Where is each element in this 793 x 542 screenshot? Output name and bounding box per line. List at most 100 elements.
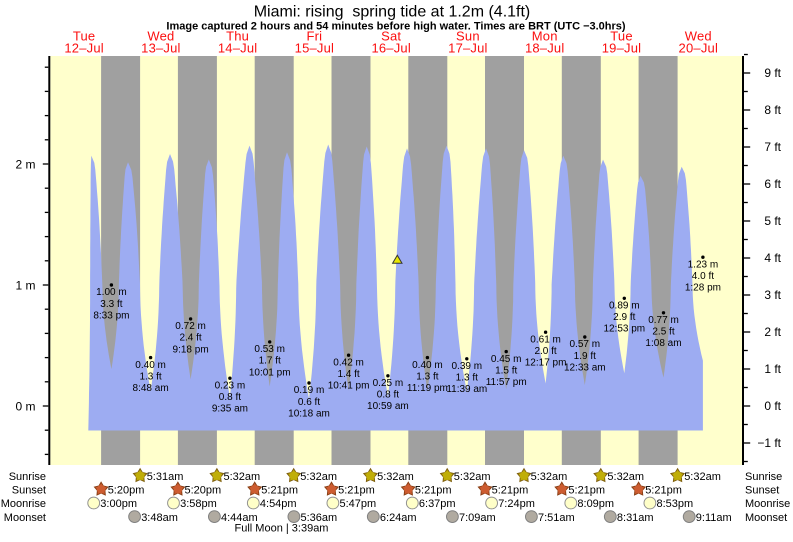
svg-text:0.77 m: 0.77 m bbox=[648, 315, 679, 326]
svg-text:5:20pm: 5:20pm bbox=[108, 484, 145, 496]
svg-text:9:11am: 9:11am bbox=[696, 512, 732, 524]
svg-text:5:32am: 5:32am bbox=[607, 471, 644, 483]
svg-text:5:32am: 5:32am bbox=[300, 471, 337, 483]
svg-text:2.5 ft: 2.5 ft bbox=[652, 327, 674, 338]
svg-text:Moonrise: Moonrise bbox=[745, 498, 790, 510]
svg-text:9:35 am: 9:35 am bbox=[212, 404, 248, 415]
svg-text:0.57 m: 0.57 m bbox=[570, 339, 601, 350]
svg-text:5:21pm: 5:21pm bbox=[568, 484, 605, 496]
svg-text:18–Jul: 18–Jul bbox=[525, 41, 565, 56]
svg-text:9:18 pm: 9:18 pm bbox=[173, 344, 209, 355]
svg-text:1.3 ft: 1.3 ft bbox=[456, 373, 478, 384]
svg-text:2.9 ft: 2.9 ft bbox=[613, 312, 635, 323]
svg-text:8:33 pm: 8:33 pm bbox=[93, 310, 129, 321]
svg-text:0.42 m: 0.42 m bbox=[333, 357, 364, 368]
svg-text:1.23 m: 1.23 m bbox=[688, 259, 719, 270]
svg-text:0 ft: 0 ft bbox=[764, 399, 781, 413]
svg-text:Full Moon | 3:39am: Full Moon | 3:39am bbox=[235, 523, 329, 535]
svg-text:Mon: Mon bbox=[532, 29, 558, 44]
svg-text:1:28 pm: 1:28 pm bbox=[685, 283, 721, 294]
svg-text:5 ft: 5 ft bbox=[764, 214, 781, 228]
svg-text:Thu: Thu bbox=[226, 29, 249, 44]
svg-text:Image captured 2 hours and 54: Image captured 2 hours and 54 minutes be… bbox=[166, 21, 626, 33]
svg-text:Moonset: Moonset bbox=[4, 512, 46, 524]
svg-text:0.61 m: 0.61 m bbox=[530, 334, 561, 345]
svg-text:8:53pm: 8:53pm bbox=[657, 498, 694, 510]
svg-text:Sat: Sat bbox=[381, 29, 401, 44]
svg-text:0.23 m: 0.23 m bbox=[215, 380, 246, 391]
svg-text:19–Jul: 19–Jul bbox=[602, 41, 642, 56]
svg-text:−1 ft: −1 ft bbox=[757, 436, 781, 450]
svg-text:12–Jul: 12–Jul bbox=[64, 41, 104, 56]
svg-text:0.72 m: 0.72 m bbox=[175, 321, 206, 332]
svg-text:15–Jul: 15–Jul bbox=[295, 41, 335, 56]
svg-text:3:00pm: 3:00pm bbox=[100, 498, 137, 510]
svg-text:0.19 m: 0.19 m bbox=[294, 385, 325, 396]
svg-text:5:32am: 5:32am bbox=[377, 471, 414, 483]
svg-text:Sunset: Sunset bbox=[745, 484, 779, 496]
svg-text:3:58pm: 3:58pm bbox=[180, 498, 217, 510]
svg-text:8:31am: 8:31am bbox=[617, 512, 654, 524]
svg-text:8:48 am: 8:48 am bbox=[133, 383, 169, 394]
svg-text:5:31am: 5:31am bbox=[147, 471, 184, 483]
svg-text:1 m: 1 m bbox=[15, 278, 35, 292]
svg-text:10:41 pm: 10:41 pm bbox=[328, 381, 370, 392]
svg-text:4 ft: 4 ft bbox=[764, 251, 781, 265]
svg-text:4:44am: 4:44am bbox=[221, 512, 258, 524]
svg-text:2.4 ft: 2.4 ft bbox=[179, 333, 201, 344]
svg-text:1 ft: 1 ft bbox=[764, 362, 781, 376]
svg-text:12:33 am: 12:33 am bbox=[564, 362, 606, 373]
svg-text:12:53 pm: 12:53 pm bbox=[603, 324, 645, 335]
svg-text:5:20pm: 5:20pm bbox=[185, 484, 222, 496]
svg-text:6 ft: 6 ft bbox=[764, 177, 781, 191]
svg-text:14–Jul: 14–Jul bbox=[218, 41, 258, 56]
svg-text:Moonset: Moonset bbox=[745, 512, 787, 524]
svg-text:1.4 ft: 1.4 ft bbox=[337, 369, 359, 380]
svg-text:5:21pm: 5:21pm bbox=[338, 484, 375, 496]
svg-text:5:21pm: 5:21pm bbox=[492, 484, 529, 496]
svg-text:12:17 pm: 12:17 pm bbox=[525, 358, 567, 369]
svg-text:20–Jul: 20–Jul bbox=[679, 41, 719, 56]
svg-text:13–Jul: 13–Jul bbox=[141, 41, 181, 56]
svg-text:11:19 pm: 11:19 pm bbox=[407, 383, 448, 394]
svg-text:4:54pm: 4:54pm bbox=[260, 498, 297, 510]
svg-text:10:01 pm: 10:01 pm bbox=[249, 367, 291, 378]
svg-text:1.3 ft: 1.3 ft bbox=[139, 371, 161, 382]
svg-text:16–Jul: 16–Jul bbox=[371, 41, 411, 56]
svg-text:7 ft: 7 ft bbox=[764, 140, 781, 154]
svg-text:0.40 m: 0.40 m bbox=[412, 360, 443, 371]
svg-text:0.45 m: 0.45 m bbox=[491, 354, 522, 365]
svg-text:1.3 ft: 1.3 ft bbox=[416, 371, 438, 382]
svg-text:0.53 m: 0.53 m bbox=[254, 344, 285, 355]
svg-text:11:39 am: 11:39 am bbox=[446, 384, 487, 395]
svg-text:1.00 m: 1.00 m bbox=[96, 287, 127, 298]
svg-text:5:36am: 5:36am bbox=[301, 512, 338, 524]
svg-text:5:21pm: 5:21pm bbox=[415, 484, 452, 496]
svg-text:Moonrise: Moonrise bbox=[1, 498, 46, 510]
svg-text:8:09pm: 8:09pm bbox=[577, 498, 614, 510]
svg-text:11:57 pm: 11:57 pm bbox=[486, 377, 527, 388]
svg-text:1:08 am: 1:08 am bbox=[645, 338, 681, 349]
svg-text:Sunrise: Sunrise bbox=[9, 471, 46, 483]
svg-text:5:21pm: 5:21pm bbox=[645, 484, 682, 496]
svg-text:9 ft: 9 ft bbox=[764, 66, 781, 80]
svg-text:0.40 m: 0.40 m bbox=[135, 360, 166, 371]
svg-text:3 ft: 3 ft bbox=[764, 288, 781, 302]
svg-text:1.9 ft: 1.9 ft bbox=[574, 351, 596, 362]
svg-text:8 ft: 8 ft bbox=[764, 103, 781, 117]
svg-text:5:32am: 5:32am bbox=[454, 471, 491, 483]
svg-text:7:51am: 7:51am bbox=[538, 512, 575, 524]
svg-text:2 ft: 2 ft bbox=[764, 325, 781, 339]
svg-text:3:48am: 3:48am bbox=[141, 512, 178, 524]
svg-text:6:24am: 6:24am bbox=[380, 512, 417, 524]
svg-text:10:59 am: 10:59 am bbox=[367, 401, 409, 412]
svg-text:Wed: Wed bbox=[685, 29, 712, 44]
svg-text:2.0 ft: 2.0 ft bbox=[534, 346, 556, 357]
svg-text:0.6 ft: 0.6 ft bbox=[298, 397, 320, 408]
svg-text:5:32am: 5:32am bbox=[531, 471, 568, 483]
svg-text:0.89 m: 0.89 m bbox=[609, 301, 640, 312]
svg-text:7:24pm: 7:24pm bbox=[498, 498, 535, 510]
svg-text:Sunset: Sunset bbox=[12, 484, 46, 496]
svg-text:17–Jul: 17–Jul bbox=[448, 41, 488, 56]
svg-text:5:47pm: 5:47pm bbox=[340, 498, 377, 510]
